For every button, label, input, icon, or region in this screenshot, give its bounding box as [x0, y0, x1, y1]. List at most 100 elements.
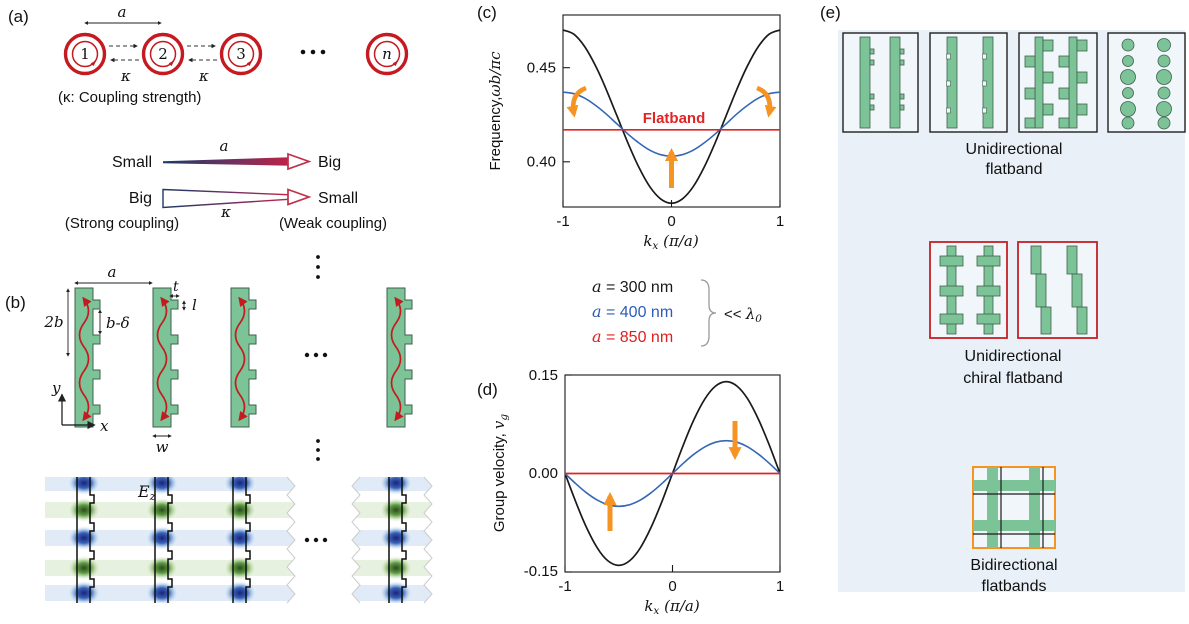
velocity-chart-ylabel: Group velocity, vg [490, 414, 510, 533]
ytick-015: 0.15 [529, 367, 558, 384]
chiral-flatband-structures: Unidirectional chiral flatband [929, 241, 1098, 387]
kappa-label-2: κ [198, 67, 209, 85]
continuation-dots [304, 255, 328, 543]
xtick-neg1: -1 [556, 213, 569, 230]
axis-x-label: x [100, 417, 109, 435]
legend-condition: << λ0 [724, 305, 762, 325]
resonator-1-number: 1 [80, 45, 90, 63]
mode-wave-arrow [234, 296, 248, 422]
dim-bdelta-label: b-δ [106, 314, 130, 332]
caption-unidirectional-2: flatband [986, 161, 1043, 178]
band-tuning-arrows [566, 85, 777, 188]
panel-c-label: (c) [477, 3, 497, 22]
legend-brace [700, 279, 717, 347]
dim-2b-label: 2b [43, 313, 63, 331]
resonator-2-icon [141, 32, 185, 76]
unidirectional-flatband-structures: Unidirectional flatband [842, 32, 1186, 178]
dimension-labels: 2b b-δ t l w [43, 279, 197, 456]
legend-row-400nm: a = 400 nm [592, 302, 673, 321]
field-blobs [67, 477, 257, 603]
structure-box-teeth [842, 32, 919, 133]
resonator-3-icon [219, 32, 263, 76]
legend-row-300nm: a = 300 nm [592, 277, 673, 296]
panel-a-label: (a) [8, 7, 29, 26]
panel-e: (e) [820, 3, 1186, 595]
coupling-strength-caption: (κ: Coupling strength) [58, 89, 201, 106]
xtick-1: 1 [776, 578, 784, 595]
period-a-symbol: a [108, 263, 117, 281]
open-arrowhead-kappa [287, 188, 312, 206]
bidirectional-flatband-structure: Bidirectional flatbands [970, 466, 1058, 595]
field-ez-label: Ez [137, 482, 156, 503]
torn-edge [286, 476, 296, 604]
resonator-chain: 1 2 3 n [63, 32, 409, 76]
field-main-piece [45, 477, 295, 603]
panel-e-label: (e) [820, 3, 841, 22]
caption-bidirectional-2: flatbands [982, 578, 1047, 595]
lattice-period-symbol: a [118, 3, 127, 21]
resonator-n-icon [365, 32, 409, 76]
chain-ellipsis-dots [300, 49, 326, 55]
dim-l-label: l [192, 296, 197, 314]
mode-wave-arrow [390, 296, 404, 422]
strong-coupling-caption: (Strong coupling) [65, 215, 179, 232]
caption-chiral-1: Unidirectional [965, 348, 1062, 365]
mode-wave-arrow [156, 296, 170, 422]
row2-symbol: κ [220, 203, 231, 221]
open-arrowhead-a [287, 152, 312, 171]
row2-right-label: Small [318, 190, 358, 207]
coupling-arrows: κ κ [109, 43, 217, 85]
row1-right-label: Big [318, 154, 341, 171]
velocity-tuning-arrows [603, 421, 742, 531]
field-plot: Ez [45, 476, 433, 604]
resonator-1-icon [63, 32, 107, 76]
xtick-0: 0 [668, 578, 676, 595]
xtick-neg1: -1 [558, 578, 571, 595]
series-a-300-nm [562, 29, 781, 205]
band-chart-xlabel: kx (π/a) [643, 232, 698, 252]
resonator-3-number: 3 [236, 45, 246, 63]
panel-b-label: (b) [5, 293, 26, 312]
velocity-chart-xlabel: kx (π/a) [644, 597, 699, 617]
taper-shaft-a [163, 157, 290, 166]
row1-left-label: Small [112, 154, 152, 171]
row2-left-label: Big [129, 190, 152, 207]
resonator-2-number: 2 [158, 45, 168, 63]
field-waveguide-outlines [76, 477, 251, 603]
coordinate-axes: y x [51, 379, 109, 435]
ytick-000: 0.00 [529, 465, 558, 482]
panel-d: (d) 0.15 0.00 -0.15 -1 0 1 Group velocit… [477, 367, 784, 617]
caption-chiral-2: chiral flatband [963, 370, 1063, 387]
structure-box-circles [1107, 32, 1186, 133]
legend-row-850nm: a = 850 nm [592, 327, 673, 346]
ytick-040: 0.40 [527, 154, 556, 171]
caption-bidirectional-1: Bidirectional [970, 557, 1057, 574]
mode-wave-arrow [78, 296, 92, 422]
band-chart-ylabel: Frequency,ωb/πc [486, 51, 504, 171]
panel-b: (b) a 2b b-δ t l w [5, 255, 433, 604]
caption-unidirectional-1: Unidirectional [966, 141, 1063, 158]
xtick-1: 1 [776, 213, 784, 230]
panel-c: (c) 0.45 0.40 -1 0 1 Frequency,ωb/πc kx … [477, 3, 784, 252]
row1-symbol: a [220, 137, 229, 155]
weak-coupling-caption: (Weak coupling) [279, 215, 387, 232]
panel-d-label: (d) [477, 380, 498, 399]
dim-t-label: t [173, 279, 179, 295]
xtick-0: 0 [667, 213, 675, 230]
grating-array [74, 287, 413, 428]
ytick-045: 0.45 [527, 60, 556, 77]
axis-y-label: y [51, 379, 61, 397]
flatband-annotation: Flatband [643, 110, 706, 127]
chart-legend: a = 300 nm a = 400 nm a = 850 nm << λ0 [592, 277, 762, 347]
torn-edge [423, 476, 433, 604]
structure-box-notches [929, 32, 1008, 133]
ytick-neg015: -0.15 [524, 563, 558, 580]
scaling-arrow-a: Small a Big [112, 137, 341, 171]
scaling-arrow-kappa: Big κ Small [129, 188, 358, 221]
torn-edge [351, 476, 361, 604]
resonator-n-number: n [382, 45, 392, 63]
dim-w-label: w [156, 438, 169, 456]
panel-a: (a) a 1 2 3 n [8, 3, 409, 232]
